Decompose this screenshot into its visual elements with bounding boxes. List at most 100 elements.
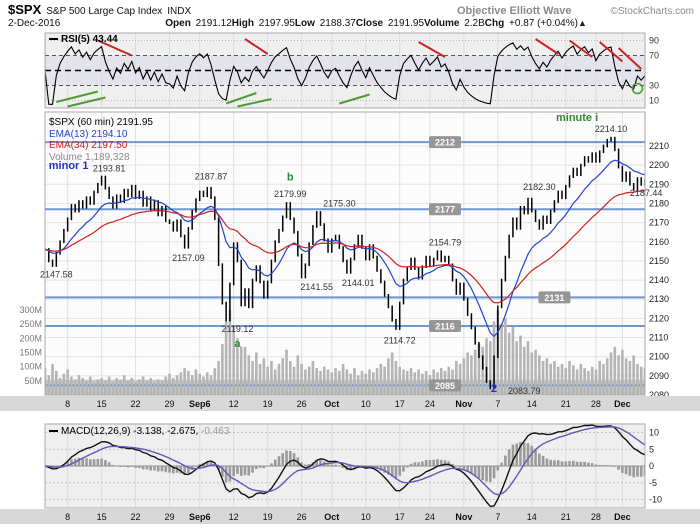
macd-axis-label: 0 <box>649 461 654 471</box>
date-axis-macd <box>0 509 700 524</box>
date-label: 17 <box>395 512 405 522</box>
date-label: 24 <box>425 399 435 409</box>
rsi-axis-label: 90 <box>649 36 659 46</box>
level-labels: 2212 2177 2131 2116 2085 <box>429 136 571 392</box>
price-axis-label: 2080 <box>649 390 669 400</box>
date-label: 22 <box>131 399 141 409</box>
price-axis-label: 2130 <box>649 294 669 304</box>
date-label: Nov <box>455 399 472 409</box>
macd-legend-label: MACD(12,26,9) <box>61 426 131 437</box>
macd-line-swatch-icon <box>49 430 58 433</box>
volume-axis-label: 50M <box>24 376 42 386</box>
brand-label: Objective Elliott Wave <box>456 5 572 17</box>
annotation-2214-10: 2214.10 <box>595 124 628 134</box>
volume-axis-label: 100M <box>19 362 42 372</box>
macd-axis-label: 5 <box>649 444 654 454</box>
annotation-2083-79: 2083.79 <box>508 386 541 396</box>
macd-legend: MACD(12,26,9) -3.138, -2.675, -0.463 <box>49 426 229 437</box>
date-label: Nov <box>455 512 472 522</box>
quote-high: High 2197.95 <box>231 18 295 29</box>
annotation-2157-09: 2157.09 <box>172 253 205 263</box>
date-label: 29 <box>165 399 175 409</box>
ema34-line <box>45 189 645 304</box>
annotation-2187-87: 2187.87 <box>195 172 228 182</box>
annotation-a: a <box>234 338 241 350</box>
date-label: 28 <box>591 512 601 522</box>
date-label: 19 <box>263 512 273 522</box>
rsi-axis-label: 30 <box>649 81 659 91</box>
annotation-minute-i: minute i <box>556 112 598 124</box>
quote-volume: Volume 2.2B <box>424 18 485 29</box>
annotation-2: 2 <box>491 383 497 395</box>
macd-axis-label: -5 <box>649 478 657 488</box>
date-label: Oct <box>324 512 339 522</box>
date-label: Sep6 <box>189 512 211 522</box>
rsi-axis-label: 10 <box>649 96 659 106</box>
annotation-2182-30: 2182.30 <box>523 182 556 192</box>
annotation-2114-72: 2114.72 <box>384 335 416 345</box>
wave-annotations: minor 1 2193.81 2147.58 2157.09 2187.87 b 2179… <box>40 112 662 396</box>
header-line-1: $SPX S&P 500 Large Cap Index INDX Object… <box>8 2 694 17</box>
exchange-label: INDX <box>167 6 192 17</box>
macd-axis-label: -10 <box>649 495 662 505</box>
date-label: Oct <box>324 399 339 409</box>
date-label: Dec <box>614 399 631 409</box>
change-up-arrow-icon: ▲ <box>577 18 587 28</box>
rsi-end-circle <box>631 82 644 95</box>
rsi-axis-label: 70 <box>649 51 659 61</box>
date-label: 17 <box>395 399 405 409</box>
rsi-line-swatch-icon <box>49 38 58 41</box>
date-label: 28 <box>591 399 601 409</box>
date-label: 15 <box>97 512 107 522</box>
volume-axis-label: 200M <box>19 333 42 343</box>
date-label: 12 <box>229 512 239 522</box>
date-label: Sep6 <box>189 399 211 409</box>
price-axis-label: 2170 <box>649 218 669 228</box>
date-label: 14 <box>527 512 537 522</box>
date-label: 26 <box>297 512 307 522</box>
price-axis-label: 2110 <box>649 333 668 343</box>
annotation-2141-55: 2141.55 <box>300 282 333 292</box>
svg-text:2085: 2085 <box>435 381 455 391</box>
annotation-2179-99: 2179.99 <box>274 189 307 199</box>
date-label: 10 <box>361 399 371 409</box>
svg-text:2116: 2116 <box>435 322 455 332</box>
volume-axis-label: 250M <box>19 319 42 329</box>
rsi-legend-label: RSI(5) 43.44 <box>61 34 118 45</box>
price-axis-label: 2190 <box>649 179 669 189</box>
annotation-minor-1: minor 1 <box>49 160 89 172</box>
volume-bars <box>45 310 645 395</box>
ticker-symbol: $SPX <box>8 2 42 17</box>
macd-axis-label: 10 <box>649 428 659 438</box>
svg-text:2131: 2131 <box>544 293 564 303</box>
rsi-legend: RSI(5) 43.44 <box>49 34 118 45</box>
macd-legend-hist-value: -0.463 <box>201 426 230 437</box>
quote-close: Close 2191.95 <box>355 18 425 29</box>
stockcharts-link[interactable]: ©StockCharts.com <box>610 6 694 17</box>
annotation-b: b <box>287 172 294 184</box>
price-axis-label: 2100 <box>649 352 669 362</box>
rsi-trendlines <box>56 38 642 108</box>
annotation-2154-79: 2154.79 <box>429 238 462 248</box>
date-label: 26 <box>297 399 307 409</box>
annotation-2175-30: 2175.30 <box>323 198 356 208</box>
rsi-line <box>45 42 645 105</box>
date-label: 8 <box>65 399 70 409</box>
date-label: 12 <box>229 399 239 409</box>
svg-text:2177: 2177 <box>435 205 455 215</box>
macd-line <box>45 424 645 508</box>
annotation-2144-01: 2144.01 <box>342 278 375 288</box>
price-axis-label: 2120 <box>649 313 669 323</box>
annotation-2147-58: 2147.58 <box>40 269 73 279</box>
price-axis-label: 2210 <box>649 141 669 151</box>
price-axis-label: 2160 <box>649 237 669 247</box>
legend-ema13: EMA(13) 2194.10 <box>49 128 128 140</box>
volume-axis-label: 300M <box>19 305 42 315</box>
chart-header: $SPX S&P 500 Large Cap Index INDX Object… <box>8 2 694 29</box>
date-label: 7 <box>495 399 500 409</box>
price-panel-bg <box>45 112 645 395</box>
date-label: 10 <box>361 512 371 522</box>
macd-signal-line <box>45 426 645 496</box>
